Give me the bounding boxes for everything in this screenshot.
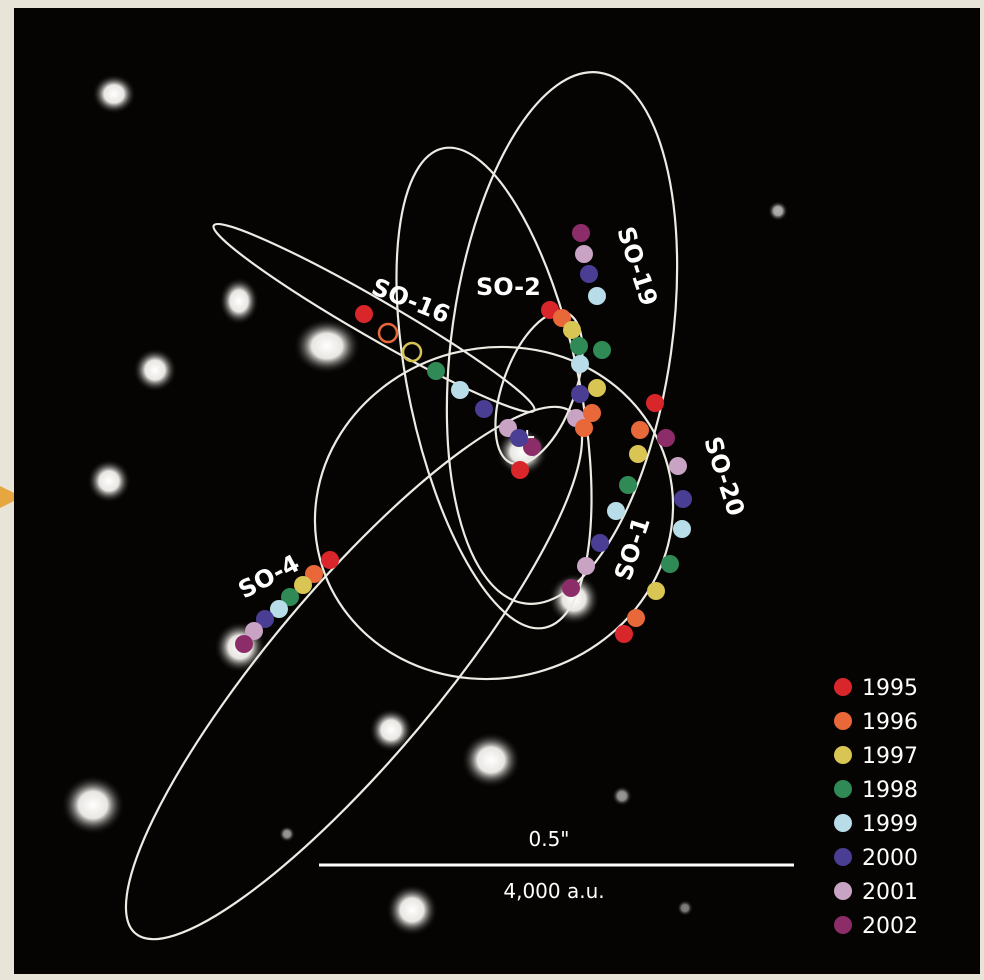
- so-1-dot-1997: [647, 582, 665, 600]
- so-20-dot-1998: [619, 476, 637, 494]
- so-1-dot-2002: [657, 429, 675, 447]
- so-4-dot-1997: [294, 576, 312, 594]
- legend-swatch-2001: [834, 882, 852, 900]
- legend-label-2002: 2002: [862, 914, 918, 939]
- so-20-dot-1997: [629, 445, 647, 463]
- so-4-dot-2002: [235, 635, 253, 653]
- legend-label-2000: 2000: [862, 846, 918, 871]
- label-so-16: SO-16: [368, 273, 454, 329]
- so-20-dot-2002: [562, 579, 580, 597]
- star: [87, 459, 131, 503]
- star: [279, 826, 295, 842]
- star: [369, 708, 413, 752]
- orbit-so-19: [445, 71, 679, 605]
- so-20-dot-1996: [631, 421, 649, 439]
- so-1-dot-2000: [674, 490, 692, 508]
- star: [677, 900, 693, 916]
- so-16-dot-1997: [401, 341, 423, 363]
- star: [612, 786, 632, 806]
- so-20-dot-1999: [607, 502, 625, 520]
- legend-label-1998: 1998: [862, 778, 918, 803]
- so-20-dot-1995: [646, 394, 664, 412]
- star: [461, 732, 521, 788]
- legend-label-1997: 1997: [862, 744, 918, 769]
- so-4-dot-1998: [281, 588, 299, 606]
- scale-distance-label: 4,000 a.u.: [503, 879, 604, 903]
- so-19-dot-2001: [575, 245, 593, 263]
- so-16-dot-1996: [377, 322, 399, 344]
- so-2-dot-1996: [575, 419, 593, 437]
- so-16-dot-1999: [451, 381, 469, 399]
- star: [768, 201, 788, 221]
- so-20-dot-2001: [577, 557, 595, 575]
- legend-swatch-2002: [834, 916, 852, 934]
- legend-swatch-1996: [834, 712, 852, 730]
- so-4-dot-1999: [270, 600, 288, 618]
- star: [61, 775, 125, 835]
- so-19-dot-1999: [588, 287, 606, 305]
- so-20-dot-2000: [591, 534, 609, 552]
- label-so-1: SO-1: [609, 514, 656, 584]
- so-19-dot-2002: [572, 224, 590, 242]
- so-16-dot-2000: [475, 400, 493, 418]
- so-1-dot-1995: [615, 625, 633, 643]
- legend-swatch-1997: [834, 746, 852, 764]
- center-star-dot-2000: [510, 429, 528, 447]
- so-19-dot-1998: [593, 341, 611, 359]
- so-19-dot-1997: [588, 379, 606, 397]
- legend-label-1996: 1996: [862, 710, 918, 735]
- so-4-dot-2001: [245, 622, 263, 640]
- star: [92, 74, 136, 114]
- scale-bar: 0.5" 4,000 a.u.: [319, 827, 794, 903]
- star: [219, 277, 259, 325]
- star: [293, 318, 361, 374]
- center-star-dot-1995: [511, 461, 529, 479]
- orbit-so-1: [313, 345, 675, 681]
- so-2-dot-1998: [570, 337, 588, 355]
- legend-label-2001: 2001: [862, 880, 918, 905]
- so-19-dot-2000: [580, 265, 598, 283]
- year-position-dots: [235, 224, 692, 653]
- legend-swatch-2000: [834, 848, 852, 866]
- so-2-dot-2000: [571, 385, 589, 403]
- year-legend: 1995 1996 1997 1998 1999 2000 2001 2002: [834, 676, 918, 939]
- so-16-dot-1995: [355, 305, 373, 323]
- so-2-dot-1997: [563, 321, 581, 339]
- so-19-dot-1996: [583, 404, 601, 422]
- so-1-dot-1996: [627, 609, 645, 627]
- label-so-2: SO-2: [476, 273, 541, 301]
- so-2-dot-1999: [571, 355, 589, 373]
- so-1-dot-2001: [669, 457, 687, 475]
- label-so-19: SO-19: [611, 223, 663, 309]
- so-16-dot-1998: [427, 362, 445, 380]
- orbit-paths: [124, 71, 679, 941]
- orbit-diagram: + SO-16 SO-2 SO-19 SO-20 SO-1 SO-4 0.5" …: [61, 71, 918, 941]
- so-16-dot-2002: [523, 438, 541, 456]
- so-1-dot-1999: [673, 520, 691, 538]
- so-4-dot-1996: [305, 565, 323, 583]
- label-so-20: SO-20: [698, 433, 750, 519]
- legend-swatch-1995: [834, 678, 852, 696]
- legend-label-1999: 1999: [862, 812, 918, 837]
- legend-label-1995: 1995: [862, 676, 918, 701]
- sky-image: + SO-16 SO-2 SO-19 SO-20 SO-1 SO-4 0.5" …: [14, 8, 980, 974]
- so-4-dot-1995: [321, 551, 339, 569]
- star: [133, 348, 177, 392]
- legend-swatch-1999: [834, 814, 852, 832]
- legend-swatch-1998: [834, 780, 852, 798]
- so-4-dot-2000: [256, 610, 274, 628]
- scale-angular-label: 0.5": [528, 827, 569, 851]
- star: [386, 884, 438, 936]
- so-1-dot-1998: [661, 555, 679, 573]
- so-2-dot-1996: [553, 309, 571, 327]
